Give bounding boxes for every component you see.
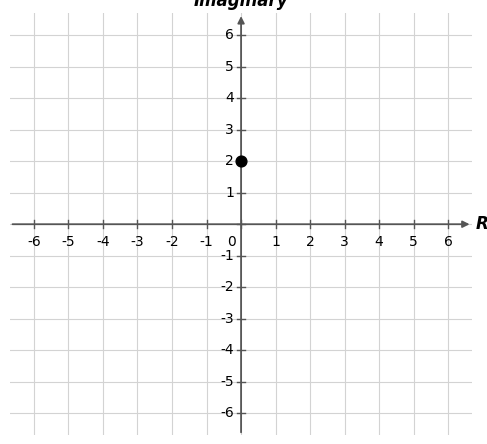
Text: Imaginary: Imaginary (194, 0, 288, 10)
Text: -3: -3 (221, 312, 234, 325)
Text: 0: 0 (227, 235, 236, 249)
Text: -4: -4 (96, 235, 110, 249)
Text: 1: 1 (271, 235, 280, 249)
Text: 1: 1 (225, 186, 234, 200)
Text: 3: 3 (340, 235, 349, 249)
Text: -2: -2 (165, 235, 179, 249)
Text: 6: 6 (444, 235, 452, 249)
Text: -1: -1 (200, 235, 213, 249)
Text: -6: -6 (221, 406, 234, 420)
Text: -1: -1 (221, 249, 234, 263)
Text: -3: -3 (131, 235, 144, 249)
Text: Real: Real (476, 215, 487, 233)
Text: 2: 2 (225, 154, 234, 168)
Text: 5: 5 (225, 60, 234, 74)
Point (237, 158, 245, 165)
Text: 5: 5 (409, 235, 418, 249)
Text: 6: 6 (225, 28, 234, 42)
Text: -6: -6 (27, 235, 41, 249)
Text: -5: -5 (62, 235, 75, 249)
Text: -4: -4 (221, 343, 234, 357)
Text: 3: 3 (225, 123, 234, 137)
Text: 2: 2 (306, 235, 315, 249)
Text: 4: 4 (375, 235, 384, 249)
Text: -2: -2 (221, 280, 234, 294)
Text: -5: -5 (221, 375, 234, 388)
Text: 4: 4 (225, 91, 234, 105)
